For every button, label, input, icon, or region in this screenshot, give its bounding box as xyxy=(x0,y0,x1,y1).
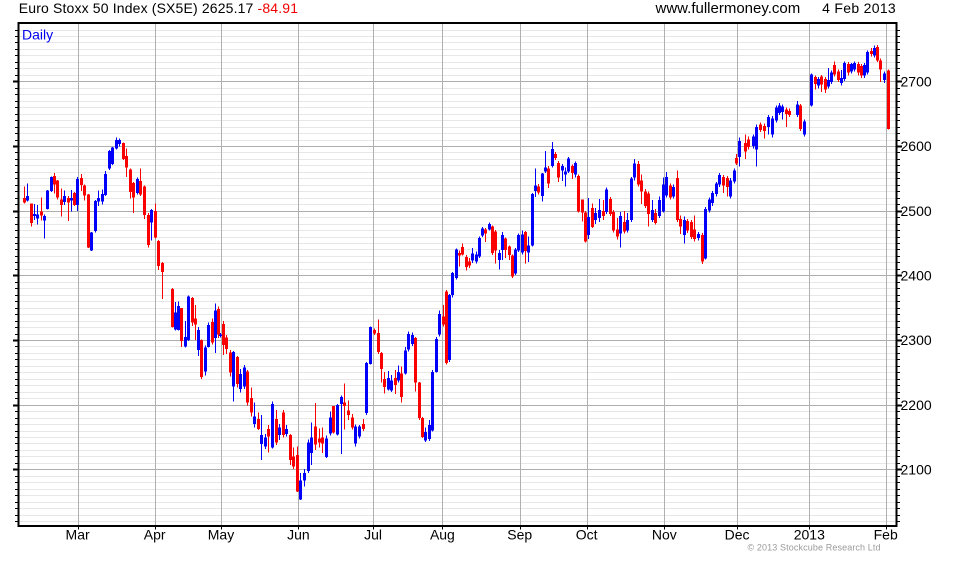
svg-text:2200: 2200 xyxy=(901,397,932,413)
svg-text:Mar: Mar xyxy=(66,527,90,543)
svg-text:2700: 2700 xyxy=(901,74,932,90)
svg-text:Sep: Sep xyxy=(507,527,532,543)
svg-text:2013: 2013 xyxy=(794,527,825,543)
svg-text:Aug: Aug xyxy=(430,527,455,543)
svg-text:Oct: Oct xyxy=(576,527,598,543)
svg-text:2600: 2600 xyxy=(901,138,932,154)
svg-text:2100: 2100 xyxy=(901,462,932,478)
svg-text:© 2013 Stockcube Research Ltd: © 2013 Stockcube Research Ltd xyxy=(747,543,880,553)
svg-text:Jul: Jul xyxy=(364,527,382,543)
svg-text:Daily: Daily xyxy=(22,26,53,42)
svg-text:www.fullermoney.com: www.fullermoney.com xyxy=(655,0,801,17)
svg-text:Jun: Jun xyxy=(287,527,310,543)
svg-text:2300: 2300 xyxy=(901,332,932,348)
svg-text:2400: 2400 xyxy=(901,268,932,284)
svg-text:Euro Stoxx 50 Index (SX5E) 262: Euro Stoxx 50 Index (SX5E) 2625.17 -84.9… xyxy=(19,0,298,16)
svg-text:Dec: Dec xyxy=(725,527,750,543)
svg-text:Nov: Nov xyxy=(652,527,677,543)
svg-text:Apr: Apr xyxy=(144,527,166,543)
svg-text:Feb: Feb xyxy=(874,527,898,543)
svg-text:May: May xyxy=(208,527,234,543)
svg-text:2500: 2500 xyxy=(901,203,932,219)
svg-text:4 Feb 2013: 4 Feb 2013 xyxy=(822,0,896,16)
